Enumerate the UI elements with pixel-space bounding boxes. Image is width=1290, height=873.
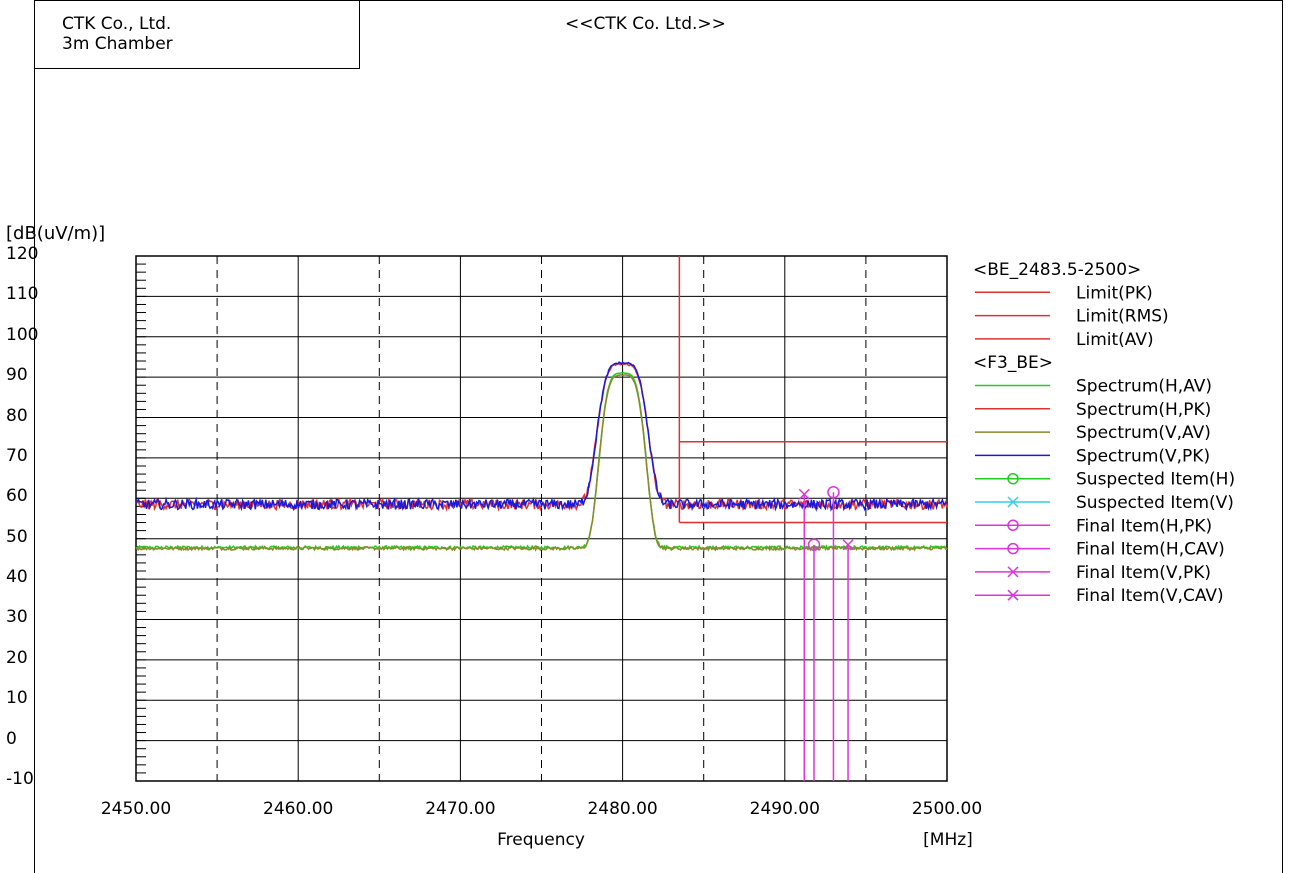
legend-label: Spectrum(V,AV)	[1076, 423, 1211, 443]
y-tick-label: 70	[6, 445, 28, 466]
legend-item: Limit(RMS)	[975, 307, 1169, 327]
x-axis-title: Frequency	[497, 830, 585, 850]
legend-label: Limit(AV)	[1076, 330, 1154, 350]
legend-label: Suspected Item(H)	[1076, 470, 1235, 490]
legend-item: Spectrum(H,AV)	[975, 377, 1212, 397]
legend-item: Spectrum(V,AV)	[975, 423, 1211, 443]
legend-item: Final Item(H,PK)	[975, 516, 1212, 536]
legend-label: Final Item(H,CAV)	[1076, 540, 1225, 560]
legend-marker-circle	[1007, 472, 1019, 485]
legend-label: Spectrum(V,PK)	[1076, 446, 1210, 466]
legend-item: Spectrum(V,PK)	[975, 446, 1210, 466]
y-tick-label: 20	[6, 647, 28, 668]
legend-item: Limit(PK)	[975, 283, 1153, 303]
legend-marker-circle	[1007, 519, 1019, 532]
legend-label: Limit(RMS)	[1076, 307, 1169, 327]
x-tick-label: 2470.00	[425, 799, 496, 819]
x-tick-label: 2500.00	[911, 799, 983, 819]
y-tick-label: 60	[6, 486, 28, 507]
legend-label: Spectrum(H,PK)	[1076, 400, 1211, 420]
legend-item: Spectrum(H,PK)	[975, 400, 1211, 420]
spectrum-traces	[135, 361, 948, 552]
legend-item: Limit(AV)	[975, 330, 1154, 350]
y-tick-label: 90	[6, 365, 28, 386]
x-axis-unit: [MHz]	[923, 830, 973, 850]
y-tick-label: 30	[6, 607, 28, 628]
y-tick-label: 40	[6, 567, 28, 588]
legend-marker-circle	[1007, 542, 1019, 555]
trace-v-av	[135, 374, 948, 552]
grid	[135, 255, 948, 782]
final-item-marker-x	[842, 539, 854, 551]
info-box	[34, 0, 360, 69]
final-item-marker-circle	[827, 486, 840, 499]
legend-label: Limit(PK)	[1076, 283, 1153, 303]
y-tick-label: 120	[6, 244, 39, 264]
y-tick-label: 50	[6, 526, 28, 547]
legend-group-title: <F3_BE>	[973, 353, 1053, 373]
legend-label: Final Item(V,PK)	[1076, 563, 1211, 583]
legend-label: Spectrum(H,AV)	[1076, 377, 1212, 397]
site-name: 3m Chamber	[62, 34, 173, 54]
legend-group-title: <BE_2483.5-2500>	[973, 260, 1141, 280]
company-name: CTK Co., Ltd.	[62, 14, 172, 34]
legend-item: Suspected Item(H)	[975, 470, 1235, 490]
page-title: <<CTK Co. Ltd.>>	[565, 14, 726, 34]
legend-item: Suspected Item(V)	[975, 493, 1234, 513]
final-item-marker-circle	[807, 538, 821, 551]
final-item-marker-x	[798, 488, 810, 500]
legend-item: Final Item(V,CAV)	[975, 586, 1224, 606]
legend-label: Final Item(H,PK)	[1076, 516, 1212, 536]
plot-frame	[34, 0, 1283, 873]
legend-marker-x	[1007, 496, 1019, 508]
plot-area-border	[135, 255, 948, 782]
y-tick-label: -10	[6, 769, 34, 789]
legend-item: Final Item(V,PK)	[975, 563, 1211, 583]
x-tick-label: 2490.00	[749, 799, 820, 819]
legend-label: Final Item(V,CAV)	[1076, 586, 1224, 606]
y-tick-label: 10	[6, 688, 28, 709]
y-tick-label: 80	[6, 405, 28, 426]
legend-marker-x	[1007, 589, 1019, 601]
legend: <BE_2483.5-2500> Limit(PK) Limit(RMS) Limit…	[973, 260, 1235, 606]
y-tick-label: 110	[6, 284, 39, 305]
trace-v-pk	[135, 361, 948, 512]
legend-item: Final Item(H,CAV)	[975, 540, 1225, 560]
legend-label: Suspected Item(V)	[1076, 493, 1234, 513]
y-tick-label: 0	[6, 728, 17, 749]
limit-lines	[678, 256, 947, 524]
x-tick-label: 2450.00	[100, 799, 172, 819]
legend-marker-x	[1007, 566, 1019, 578]
y-tick-label: 100	[6, 324, 39, 345]
x-tick-label: 2480.00	[587, 799, 658, 819]
x-tick-label: 2460.00	[263, 799, 334, 819]
final-items	[798, 486, 854, 781]
y-axis-unit: [dB(uV/m)]	[6, 223, 106, 244]
